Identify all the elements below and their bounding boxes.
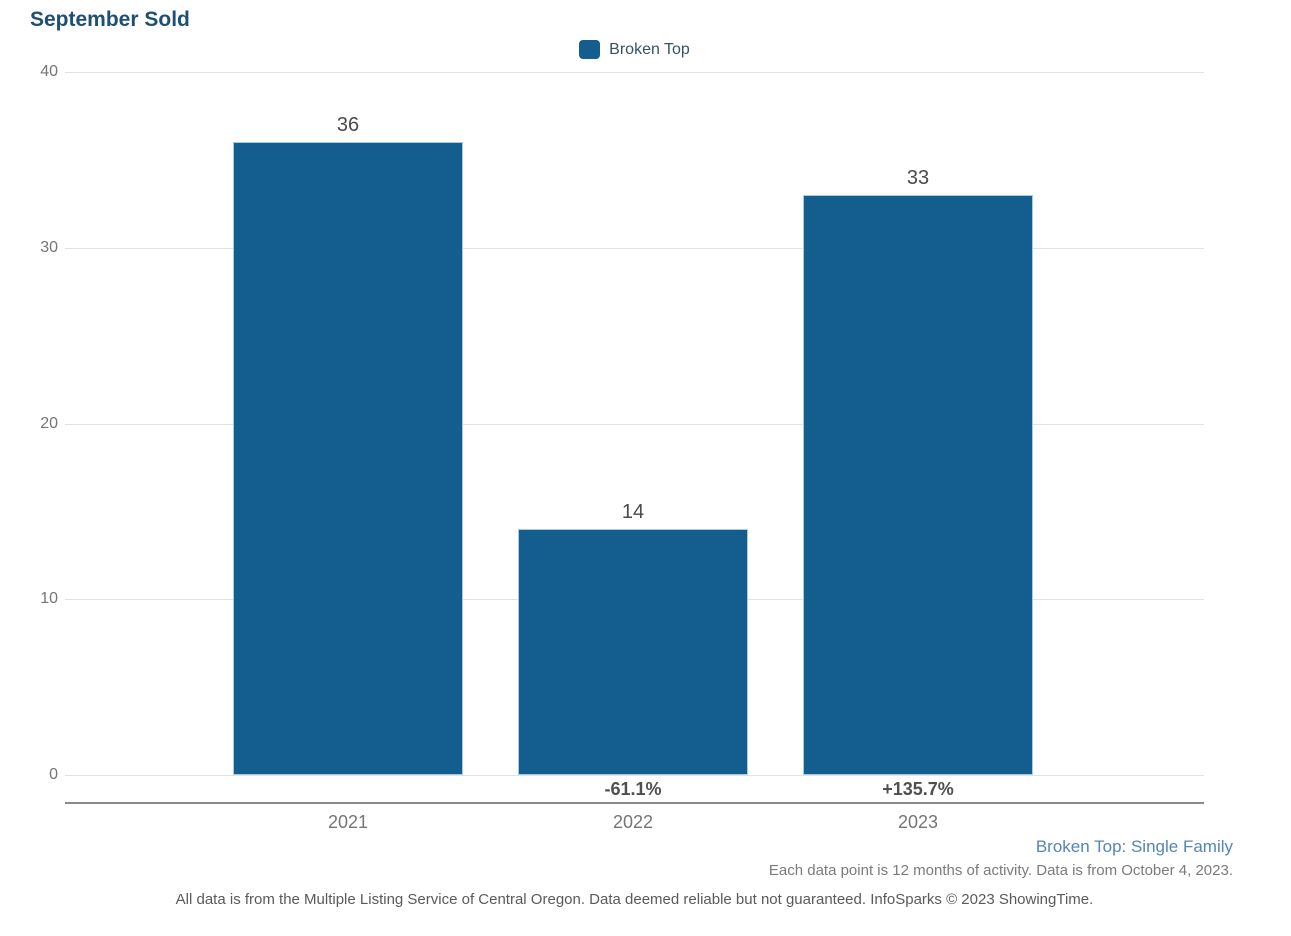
pct-change-label: +135.7% <box>882 779 954 799</box>
gridline <box>65 423 1204 425</box>
chart-title: September Sold <box>30 8 190 31</box>
legend-swatch-icon[interactable] <box>579 40 601 59</box>
legend: Broken Top <box>65 40 1204 59</box>
series-note: Broken Top: Single Family <box>1035 837 1233 856</box>
gridline <box>65 247 1204 249</box>
legend-label[interactable]: Broken Top <box>609 40 690 58</box>
bar-value-label: 36 <box>336 114 360 137</box>
y-tick-label: 0 <box>49 766 58 783</box>
x-tick-label: 2022 <box>612 812 654 832</box>
bar-value-label: 33 <box>906 167 930 190</box>
x-axis-line <box>65 802 1204 804</box>
pct-change-label: -61.1% <box>604 779 662 799</box>
bar[interactable] <box>803 195 1033 775</box>
bar[interactable] <box>233 142 463 775</box>
y-tick-label: 20 <box>40 414 58 432</box>
bar[interactable] <box>518 528 748 775</box>
gridline <box>65 775 1204 776</box>
x-tick-label: 2023 <box>897 812 939 832</box>
footer-disclaimer: All data is from the Multiple Listing Se… <box>175 891 1094 908</box>
data-note: Each data point is 12 months of activity… <box>768 862 1233 879</box>
y-tick-label: 30 <box>40 238 58 256</box>
y-tick-label: 40 <box>40 63 58 80</box>
x-tick-label: 2021 <box>327 812 369 832</box>
y-tick-label: 10 <box>40 590 58 608</box>
bar-value-label: 14 <box>621 500 645 523</box>
gridline <box>65 72 1204 73</box>
